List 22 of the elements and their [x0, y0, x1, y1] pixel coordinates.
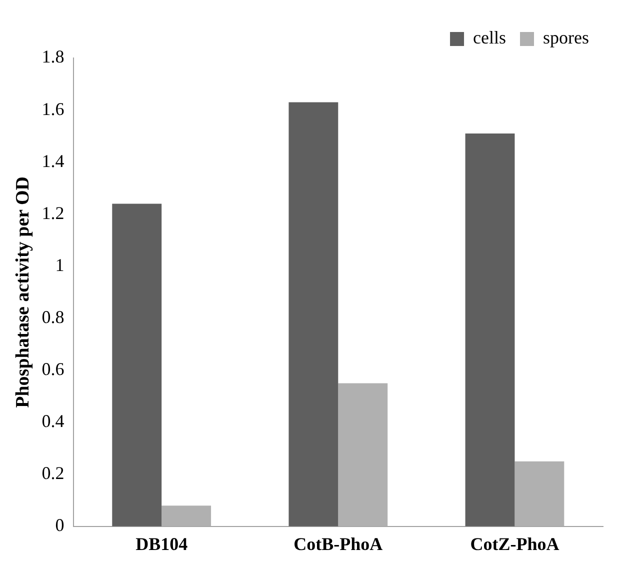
y-tick-label: 1.8: [42, 46, 64, 67]
bar: [162, 506, 212, 526]
y-axis-title: Phosphatase activity per OD: [12, 176, 34, 408]
y-tick-label: 0.6: [42, 359, 64, 379]
y-tick-label: 1: [55, 254, 64, 275]
y-tick-label: 0: [55, 515, 64, 536]
y-tick-label: 1.6: [42, 98, 64, 119]
bar: [112, 204, 162, 526]
x-tick-label: CotZ-PhoA: [470, 534, 560, 554]
y-tick-label: 0.2: [42, 463, 64, 484]
x-tick-label: CotB-PhoA: [294, 534, 383, 554]
bar: [465, 133, 515, 526]
y-tick-label: 0.8: [42, 306, 64, 327]
bar: [288, 102, 338, 526]
bar: [338, 383, 388, 526]
y-tick-label: 1.2: [42, 202, 64, 223]
legend-label: cells: [473, 28, 506, 48]
x-tick-label: DB104: [136, 534, 188, 554]
legend-label: spores: [543, 28, 590, 48]
bar: [514, 461, 564, 526]
y-tick-label: 0.4: [42, 411, 64, 432]
y-tick-label: 1.4: [42, 150, 64, 171]
